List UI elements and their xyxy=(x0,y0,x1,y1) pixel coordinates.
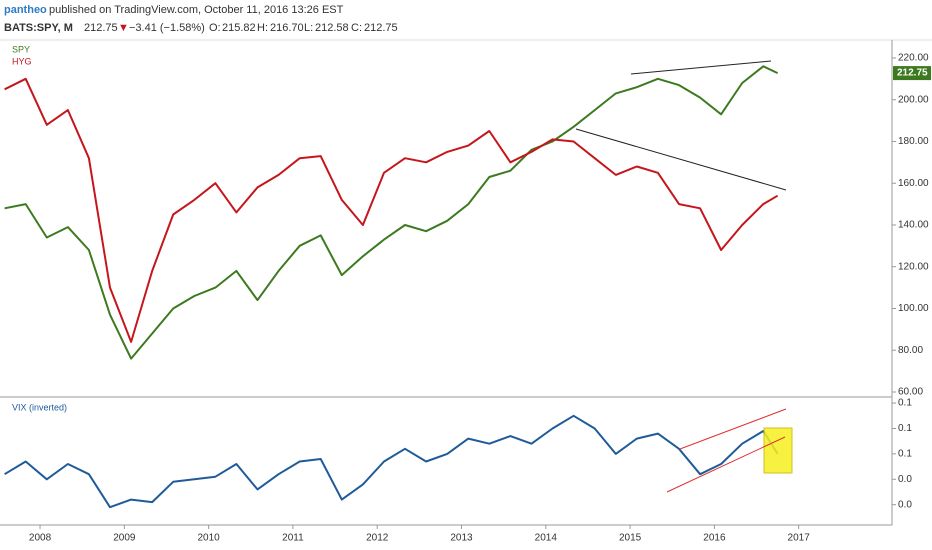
symbol: BATS:SPY, M xyxy=(4,22,73,34)
y-tick-label: 0.0 xyxy=(898,474,912,485)
x-tick-label: 2015 xyxy=(619,533,642,544)
close-label: C: xyxy=(351,22,362,34)
series-line xyxy=(4,65,779,360)
arrow: ▼ xyxy=(118,22,129,34)
y-tick-label: 0.1 xyxy=(898,398,912,409)
y-tick-label: 60.00 xyxy=(898,387,923,398)
highlight-box xyxy=(763,427,793,474)
y-tick-label: 0.1 xyxy=(898,423,912,434)
y-tick-label: 220.00 xyxy=(898,53,929,64)
y-tick-label: 200.00 xyxy=(898,94,929,105)
open-label: O: xyxy=(209,22,221,34)
y-tick-label: 160.00 xyxy=(898,178,929,189)
high: 216.70 xyxy=(270,22,304,34)
trend-line xyxy=(630,60,772,75)
y-tick-label: 0.1 xyxy=(898,449,912,460)
last-value-label: 212.75 xyxy=(897,68,928,79)
x-tick-label: 2014 xyxy=(535,533,558,544)
channel-line xyxy=(679,408,787,450)
trend-line xyxy=(575,128,787,191)
change: −3.41 (−1.58%) xyxy=(129,22,205,34)
x-tick-label: 2009 xyxy=(113,533,136,544)
channel-line xyxy=(666,436,786,493)
low: 212.58 xyxy=(315,22,349,34)
x-tick-label: 2008 xyxy=(29,533,52,544)
x-tick-label: 2013 xyxy=(450,533,473,544)
x-tick-label: 2012 xyxy=(366,533,389,544)
low-label: L: xyxy=(304,22,313,34)
close: 212.75 xyxy=(364,22,398,34)
price: 212.75 xyxy=(84,22,118,34)
y-tick-label: 180.00 xyxy=(898,136,929,147)
series-line xyxy=(4,77,779,343)
last-value-box xyxy=(893,66,931,81)
x-tick-label: 2010 xyxy=(198,533,221,544)
legend-entry: VIX (inverted) xyxy=(12,402,67,412)
series-line xyxy=(4,414,779,509)
y-tick-label: 120.00 xyxy=(898,261,929,272)
published: published on TradingView.com, October 11… xyxy=(49,4,344,16)
open: 215.82 xyxy=(222,22,256,34)
x-tick-label: 2011 xyxy=(282,533,304,544)
x-tick-label: 2016 xyxy=(703,533,726,544)
high-label: H: xyxy=(257,22,268,34)
y-tick-label: 80.00 xyxy=(898,345,923,356)
y-tick-label: 140.00 xyxy=(898,220,929,231)
legend-entry: SPY xyxy=(12,44,30,54)
x-tick-label: 2017 xyxy=(788,533,811,544)
user[interactable]: pantheo xyxy=(4,4,47,16)
legend-entry: HYG xyxy=(12,56,32,66)
y-tick-label: 100.00 xyxy=(898,303,929,314)
y-tick-label: 0.0 xyxy=(898,499,912,510)
